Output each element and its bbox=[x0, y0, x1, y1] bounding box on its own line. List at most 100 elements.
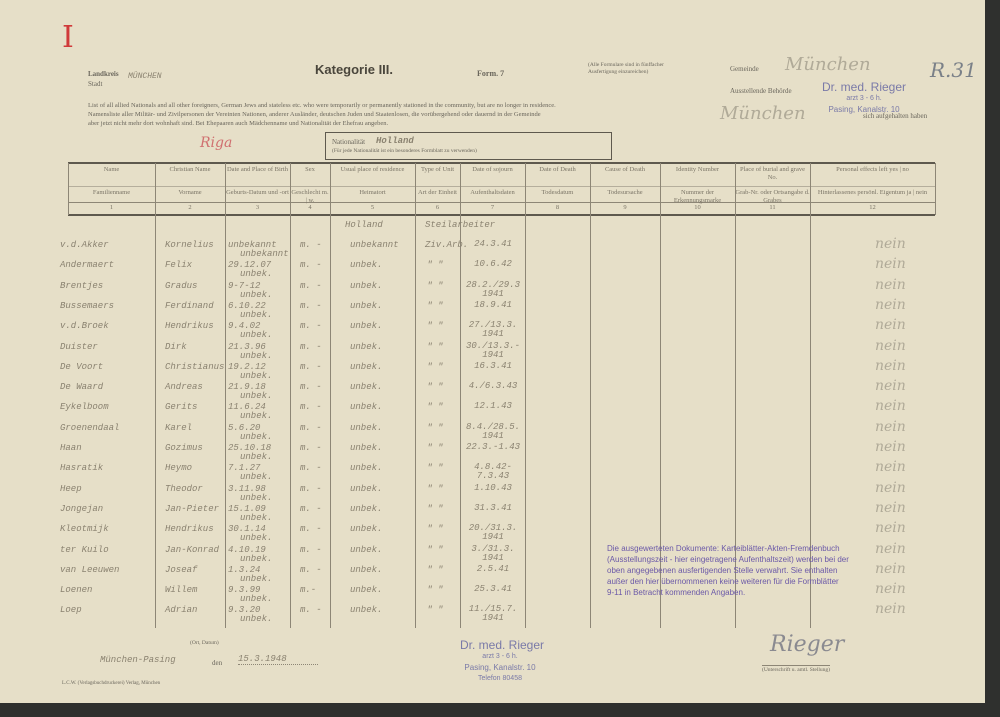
cell-christian-name: Jan-Pieter bbox=[165, 503, 220, 514]
cell-name: van Leeuwen bbox=[60, 564, 120, 575]
form-number: Form. 7 bbox=[477, 69, 505, 78]
cell-sex: m. - bbox=[300, 564, 322, 575]
cell-name: Hasratik bbox=[60, 463, 104, 474]
intro-german-2: aber jetzt nicht mehr dort wohnhaft sind… bbox=[88, 120, 389, 127]
cell-name: Heep bbox=[60, 483, 82, 494]
column-number: 1 bbox=[109, 204, 114, 211]
cell-sojourn-date: 22.3.-1.43 bbox=[465, 442, 520, 452]
cell-residence: unbek. bbox=[350, 361, 383, 372]
column-header-en: Date and Place of Birth bbox=[226, 166, 288, 173]
cell-birth-place: unbek. bbox=[240, 269, 273, 280]
cell-birth-date: 11.6.24 bbox=[228, 402, 266, 413]
cell-birth-date: 4.10.19 bbox=[228, 544, 266, 555]
cell-birth-place: unbek. bbox=[240, 533, 273, 544]
copies-note-1: (Alle Formulare sind in fünffacher bbox=[588, 62, 664, 68]
column-divider bbox=[935, 163, 936, 215]
cell-sex: m. - bbox=[300, 605, 322, 616]
cell-birth-place: unbek. bbox=[240, 472, 273, 483]
cell-sojourn-date: 1.10.43 bbox=[474, 482, 512, 493]
roman-numeral-mark: I bbox=[62, 20, 74, 55]
cell-birth-date: 1.3.24 bbox=[228, 564, 261, 575]
column-divider bbox=[660, 163, 661, 628]
cell-sex: m.- bbox=[300, 585, 317, 596]
header-mid-rule bbox=[68, 186, 935, 187]
column-number: 10 bbox=[694, 204, 701, 211]
cell-unit-type: " " bbox=[427, 300, 444, 311]
cell-christian-name: Hendrikus bbox=[165, 321, 214, 332]
cell-residence: unbek. bbox=[350, 544, 383, 555]
cell-sojourn-date: 25.3.41 bbox=[474, 584, 512, 595]
header-bottom-rule bbox=[68, 214, 935, 216]
cell-birth-date: 9-7-12 bbox=[228, 280, 261, 291]
cell-residence: unbek. bbox=[350, 585, 383, 596]
signature: Rieger bbox=[770, 632, 845, 657]
cell-name: Andermaert bbox=[60, 260, 115, 271]
cell-sojourn-date: 24.3.41 bbox=[474, 239, 512, 249]
reference-mark: R.31 bbox=[930, 58, 977, 82]
cell-christian-name: Felix bbox=[165, 260, 193, 271]
cell-sojourn-date: 12.1.43 bbox=[474, 401, 512, 412]
cell-sojourn-date: 8.4./28.5. 1941 bbox=[465, 421, 520, 441]
table-top-rule bbox=[68, 162, 935, 164]
cell-unit-type: " " bbox=[427, 321, 444, 332]
cell-birth-place: unbek. bbox=[240, 594, 273, 605]
den-label: den bbox=[212, 659, 223, 667]
cell-sex: m. - bbox=[300, 503, 322, 514]
purple-note-line: (Ausstellungszeit - hier eingetragene Au… bbox=[607, 555, 849, 564]
intro-german-1: Namensliste aller Militär- und Zivilpers… bbox=[88, 111, 541, 118]
cell-christian-name: Andreas bbox=[165, 382, 203, 393]
cell-birth-date: 19.2.12 bbox=[228, 361, 266, 372]
purple-note-line: 9-11 in Betracht kommenden Angaben. bbox=[607, 588, 746, 597]
column-number: 7 bbox=[490, 204, 495, 211]
cell-sojourn-date: 27./13.3. 1941 bbox=[468, 320, 518, 340]
cell-sex: m. - bbox=[300, 361, 322, 372]
cell-effects: nein bbox=[875, 520, 906, 537]
cell-birth-place: unbek. bbox=[240, 309, 273, 320]
header-numbers-rule bbox=[68, 202, 935, 203]
cell-effects: nein bbox=[875, 499, 906, 516]
cell-sex: m. - bbox=[300, 341, 322, 352]
red-handwriting: Riga bbox=[200, 135, 233, 151]
column-number: 12 bbox=[869, 204, 876, 211]
cell-effects: nein bbox=[875, 398, 906, 415]
cell-unit-type: " " bbox=[427, 402, 444, 413]
column-header-de: Familienname bbox=[92, 189, 131, 196]
cell-residence: unbek. bbox=[350, 280, 383, 291]
cell-unit-type: " " bbox=[427, 280, 444, 291]
cell-unit-type: " " bbox=[427, 483, 444, 494]
cell-sojourn-date: 31.3.41 bbox=[474, 502, 512, 513]
cell-sojourn-date: 30./13.3.- 1941 bbox=[465, 340, 520, 360]
cell-christian-name: Theodor bbox=[165, 483, 203, 494]
doctor-stamp-bottom: Dr. med. Rieger arzt 3 - 6 h. Pasing, Kana… bbox=[460, 638, 545, 682]
cell-effects: nein bbox=[875, 459, 906, 476]
column-divider bbox=[330, 163, 331, 628]
column-header-en: Place of burial and grave No. bbox=[740, 166, 805, 181]
cell-unit-type: " " bbox=[427, 260, 444, 271]
cell-birth-date: unbekannt bbox=[228, 240, 277, 250]
cell-residence: unbek. bbox=[350, 443, 383, 453]
cell-christian-name: Joseaf bbox=[165, 564, 198, 575]
signature-label: (Unterschrift u. amtl. Stellung) bbox=[762, 665, 830, 673]
cell-christian-name: Willem bbox=[165, 585, 198, 596]
cell-unit-type: " " bbox=[427, 463, 444, 474]
purple-stamp-note: Die ausgewerteten Dokumente: Karteiblätt… bbox=[607, 543, 849, 598]
cell-name: Loep bbox=[60, 605, 82, 616]
cell-effects: nein bbox=[875, 581, 906, 598]
cell-sex: m. - bbox=[300, 524, 322, 535]
cell-sojourn-date: 20./31.3. 1941 bbox=[468, 523, 518, 543]
cell-sojourn-date: 16.3.41 bbox=[474, 360, 512, 371]
scan-border-right bbox=[985, 0, 1000, 717]
cell-birth-date: 6.10.22 bbox=[228, 300, 266, 311]
cell-residence: unbek. bbox=[350, 483, 383, 494]
cell-birth-place: unbekannt bbox=[240, 249, 289, 259]
cell-christian-name: Gradus bbox=[165, 280, 198, 291]
cell-effects: nein bbox=[875, 236, 906, 252]
first-row-type: Steilarbeiter bbox=[425, 220, 496, 230]
cell-name: Haan bbox=[60, 443, 82, 453]
stadt-label: Stadt bbox=[88, 80, 103, 88]
cell-effects: nein bbox=[875, 256, 906, 273]
column-number: 5 bbox=[370, 204, 375, 211]
cell-birth-place: unbek. bbox=[240, 512, 273, 523]
cell-effects: nein bbox=[875, 439, 906, 455]
